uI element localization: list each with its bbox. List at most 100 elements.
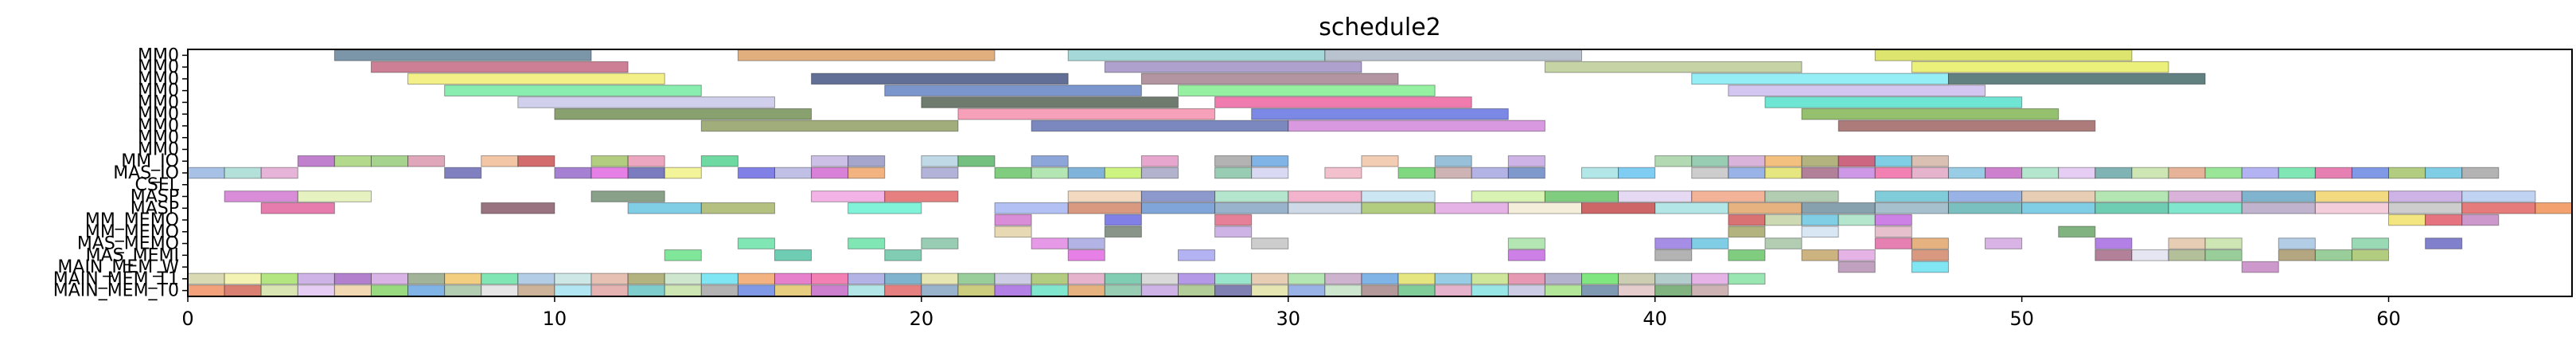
gantt-bar [1507, 273, 1545, 285]
gantt-bar [2278, 249, 2316, 261]
gantt-bar [333, 273, 372, 285]
gantt-bar [1618, 273, 1656, 285]
gantt-bar [1728, 214, 1766, 226]
gantt-bar [1397, 273, 1436, 285]
y-tick-label: CSEL [135, 175, 180, 195]
gantt-bar [2204, 237, 2243, 249]
gantt-bar [700, 273, 739, 285]
gantt-bar [1581, 167, 1619, 179]
gantt-bar [1654, 202, 1729, 214]
gantt-bar [1214, 273, 1253, 285]
gantt-bar [2168, 202, 2243, 214]
y-tick-label: MM0 [138, 45, 179, 65]
gantt-bar [1728, 249, 1766, 261]
gantt-bar [1140, 73, 1399, 85]
gantt-bar [848, 284, 886, 296]
gantt-bar [407, 73, 665, 85]
gantt-bar [260, 284, 298, 296]
gantt-bar [2168, 190, 2243, 202]
gantt-bar [370, 284, 409, 296]
gantt-bar [1177, 249, 1216, 261]
gantt-bar [1728, 167, 1766, 179]
gantt-bar [554, 273, 592, 285]
gantt-bar [1581, 202, 1656, 214]
gantt-bar [554, 284, 592, 296]
gantt-bar [1874, 167, 1912, 179]
gantt-bar [590, 190, 665, 202]
gantt-bar [1251, 284, 1289, 296]
gantt-bar [1361, 273, 1399, 285]
gantt-bar [627, 155, 665, 167]
gantt-bar [554, 108, 813, 120]
gantt-bar [1397, 167, 1436, 179]
gantt-bar [1361, 190, 1436, 202]
gantt-bar [1288, 190, 1362, 202]
gantt-bar [700, 120, 959, 132]
gantt-bar [1837, 261, 1876, 273]
gantt-bar [1067, 273, 1105, 285]
gantt-bar [1728, 155, 1766, 167]
gantt-bar [627, 167, 665, 179]
gantt-bar [957, 284, 996, 296]
gantt-bar [1471, 190, 1545, 202]
gantt-bar [1361, 284, 1399, 296]
gantt-bar [1140, 273, 1179, 285]
gantt-bar [2168, 249, 2206, 261]
gantt-bar [1361, 155, 1399, 167]
gantt-bar [811, 167, 849, 179]
gantt-bar [1728, 202, 1802, 214]
chart-title: schedule2 [1319, 14, 1441, 41]
gantt-bar [481, 155, 519, 167]
gantt-bar [2461, 202, 2536, 214]
gantt-bar [1140, 284, 1179, 296]
gantt-bar [1067, 284, 1105, 296]
y-tick-label: MASP [131, 198, 179, 218]
gantt-bar [2095, 202, 2169, 214]
gantt-bar [1654, 155, 1693, 167]
gantt-bar [2535, 202, 2573, 214]
y-tick-label: MM_IO [121, 151, 179, 171]
gantt-bar [1104, 214, 1142, 226]
gantt-bar [1177, 284, 1216, 296]
gantt-bar [333, 284, 372, 296]
gantt-bar [187, 167, 225, 179]
gantt-bar [1801, 155, 1839, 167]
gantt-bar [2131, 249, 2169, 261]
gantt-bar [1214, 202, 1289, 214]
gantt-bar [737, 273, 775, 285]
gantt-bar [774, 167, 813, 179]
bars-layer [187, 49, 2573, 296]
gantt-bar [1874, 214, 1912, 226]
gantt-bar [994, 202, 1069, 214]
gantt-bar [1581, 284, 1619, 296]
gantt-bar [444, 284, 482, 296]
gantt-bar [1874, 237, 1912, 249]
gantt-bar [994, 225, 1032, 238]
gantt-bar [1214, 167, 1253, 179]
gantt-bar [2314, 190, 2390, 202]
gantt-bar [1544, 273, 1583, 285]
gantt-bar [1911, 61, 2169, 73]
gantt-bar [2204, 167, 2243, 179]
gantt-bar [2021, 190, 2096, 202]
gantt-bar [811, 284, 849, 296]
gantt-bar [1067, 237, 1105, 249]
gantt-bar [444, 273, 482, 285]
gantt-bar [2241, 190, 2316, 202]
gantt-bar [1434, 202, 1509, 214]
gantt-bar [1544, 61, 1802, 73]
gantt-bar [1288, 273, 1326, 285]
gantt-bar [1837, 249, 1876, 261]
gantt-bar [1837, 155, 1876, 167]
gantt-bar [774, 273, 813, 285]
gantt-bar [1031, 273, 1069, 285]
y-tick-label: MAIN_MEM_T1 [53, 269, 179, 289]
gantt-bar [1947, 167, 1986, 179]
gantt-bar [811, 73, 1069, 85]
gantt-bar [1801, 167, 1839, 179]
gantt-bar [1654, 273, 1693, 285]
gantt-bar [1764, 167, 1802, 179]
gantt-bar [224, 284, 262, 296]
gantt-bar [627, 202, 702, 214]
gantt-bar [2095, 249, 2133, 261]
